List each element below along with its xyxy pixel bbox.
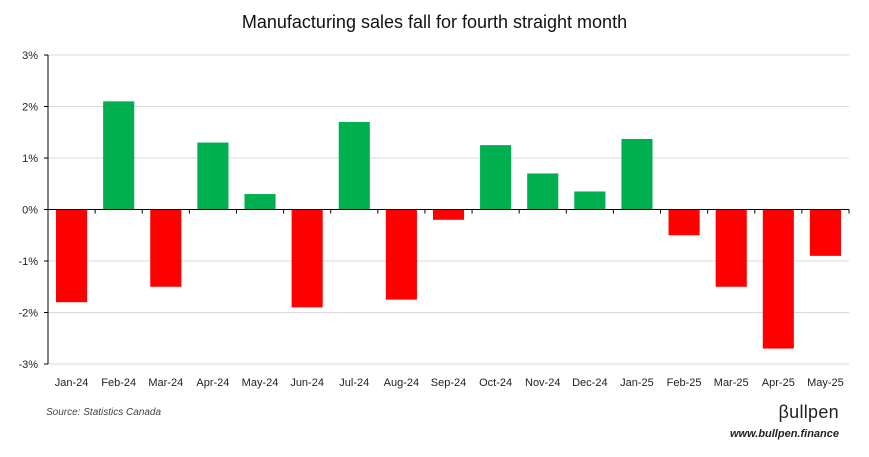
y-tick-label: 3% [22, 50, 38, 62]
x-tick-labels: Jan-24 Feb-24 Mar-24 Apr-24 May-24 Jun-24 Jul-… [55, 377, 844, 389]
x-tick-label: Dec-24 [572, 377, 607, 389]
brand-logo: βullpen [778, 402, 839, 422]
y-tick-label: 2% [22, 102, 38, 114]
bar-aug-24 [385, 209, 417, 300]
x-tick-label: Jan-25 [620, 377, 654, 389]
bar-jan-25 [621, 138, 653, 210]
x-tick-label: Jul-24 [339, 377, 369, 389]
bar-nov-24 [527, 173, 559, 210]
bar-sep-24 [432, 209, 465, 220]
y-tick-label: -1% [18, 256, 38, 268]
x-tick-label: Jun-24 [290, 377, 324, 389]
axes [44, 54, 850, 365]
bar-jul-24 [338, 121, 370, 210]
x-tick-label: Nov-24 [525, 377, 560, 389]
x-tick-label: May-24 [242, 377, 279, 389]
x-tick-label: Feb-24 [101, 377, 136, 389]
bar-feb-24 [103, 101, 135, 210]
y-tick-label: 1% [22, 153, 38, 165]
bar-dec-24 [574, 191, 606, 210]
bar-apr-24 [197, 142, 229, 210]
bars [56, 101, 841, 349]
chart-title: Manufacturing sales fall for fourth stra… [241, 12, 628, 32]
x-tick-label: Apr-24 [196, 377, 229, 389]
x-tick-label: Aug-24 [384, 377, 419, 389]
bar-may-25 [809, 209, 841, 256]
source-note: Source: Statistics Canada [46, 407, 162, 418]
bar-mar-24 [150, 209, 182, 287]
bar-jan-24 [56, 209, 88, 303]
x-tick-label: Sep-24 [431, 377, 466, 389]
x-tick-label: Apr-25 [762, 377, 795, 389]
y-tick-labels: 3% 2% 1% 0% -1% -2% -3% [18, 50, 38, 371]
y-tick-label: 0% [22, 205, 38, 217]
x-tick-label: Oct-24 [479, 377, 512, 389]
bar-apr-25 [762, 209, 794, 349]
y-tick-label: -2% [18, 308, 38, 320]
bar-oct-24 [480, 145, 512, 210]
brand-url: www.bullpen.finance [730, 428, 839, 440]
bar-feb-25 [668, 209, 700, 236]
x-tick-label: Mar-25 [714, 377, 749, 389]
y-tick-label: -3% [18, 359, 38, 371]
gridlines [48, 54, 849, 365]
bar-may-24 [244, 194, 276, 210]
x-tick-label: Feb-25 [667, 377, 702, 389]
x-tick-label: Mar-24 [148, 377, 183, 389]
bar-mar-25 [715, 209, 747, 287]
x-tick-label: Jan-24 [55, 377, 89, 389]
x-tick-label: May-25 [807, 377, 844, 389]
bar-jun-24 [291, 209, 323, 308]
